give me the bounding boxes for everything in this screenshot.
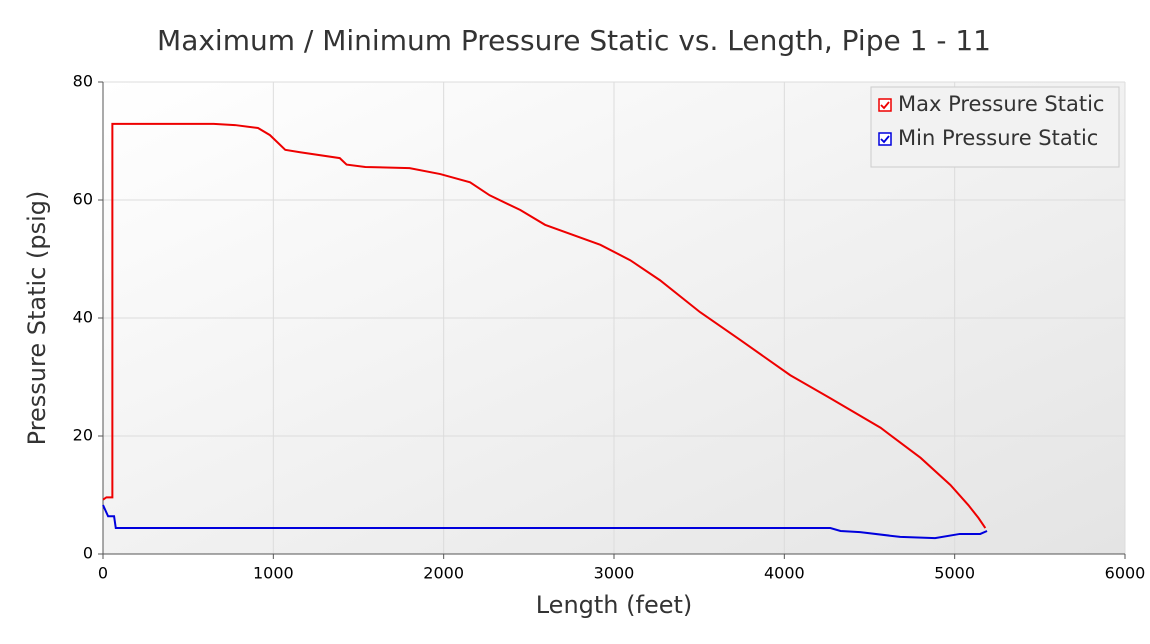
legend-box (870, 86, 1120, 168)
legend-label: Min Pressure Static (898, 126, 1098, 150)
y-tick-label: 20 (73, 426, 93, 445)
x-tick-label: 0 (98, 564, 108, 583)
x-tick-label: 6000 (1105, 564, 1146, 583)
x-tick-label: 4000 (764, 564, 805, 583)
legend-item[interactable]: Min Pressure Static (878, 126, 1098, 150)
x-axis-label: Length (feet) (536, 591, 693, 619)
y-tick-label: 40 (73, 308, 93, 327)
y-axis-label: Pressure Static (psig) (23, 191, 51, 446)
x-tick-label: 5000 (934, 564, 975, 583)
legend-checkbox (878, 98, 892, 112)
y-tick-label: 80 (73, 72, 93, 91)
y-tick-label: 60 (73, 190, 93, 209)
x-tick-label: 3000 (594, 564, 635, 583)
data-line (102, 122, 987, 529)
legend-check (880, 101, 890, 110)
legend-checkbox (878, 132, 892, 146)
legend-check (880, 135, 890, 144)
y-tick-label: 0 (83, 544, 93, 563)
legend: Max Pressure Static Min Pressure Static (870, 86, 1120, 168)
legend-item[interactable]: Max Pressure Static (878, 92, 1104, 116)
data-line (102, 504, 988, 540)
x-tick-label: 2000 (423, 564, 464, 583)
x-tick-label: 1000 (253, 564, 294, 583)
chart-title: Maximum / Minimum Pressure Static vs. Le… (157, 24, 991, 57)
legend-label: Max Pressure Static (898, 92, 1104, 116)
